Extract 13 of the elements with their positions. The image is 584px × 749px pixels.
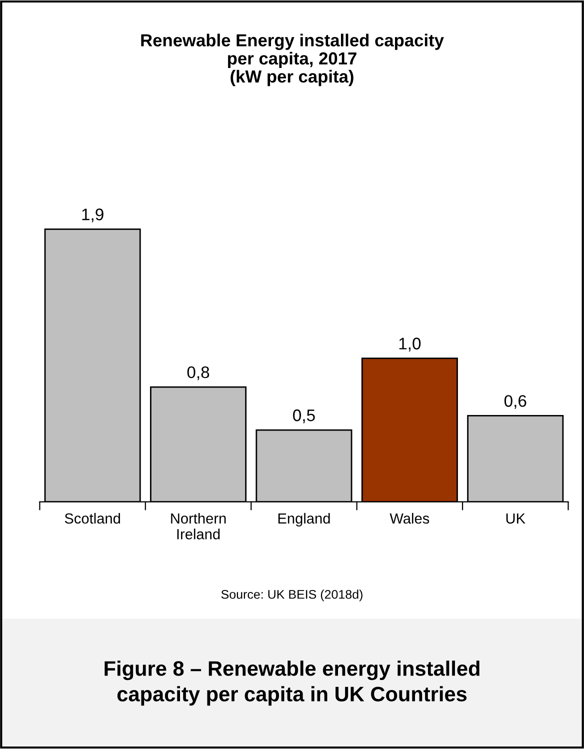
chart-title: Renewable Energy installed capacity per capita, 2017 (kW per capita) (141, 34, 444, 86)
x-tick-label: England (278, 512, 330, 527)
x-tick-label: Wales (390, 512, 430, 524)
source-note: Source: UK BEIS (2018d) (221, 590, 362, 602)
x-tick-label: Northern Ireland (171, 512, 226, 540)
data-label: 1,0 (399, 338, 421, 352)
data-label: 0,5 (293, 409, 315, 424)
data-label: 0,6 (504, 395, 526, 409)
x-tick-label: UK (506, 513, 526, 524)
data-label: 1,9 (82, 208, 104, 222)
x-tick-label: Scotland (64, 512, 120, 524)
data-label: 0,8 (187, 366, 210, 380)
caption: Figure 8 – Renewable energy installed capacity per capita in UK Countries (104, 660, 480, 706)
